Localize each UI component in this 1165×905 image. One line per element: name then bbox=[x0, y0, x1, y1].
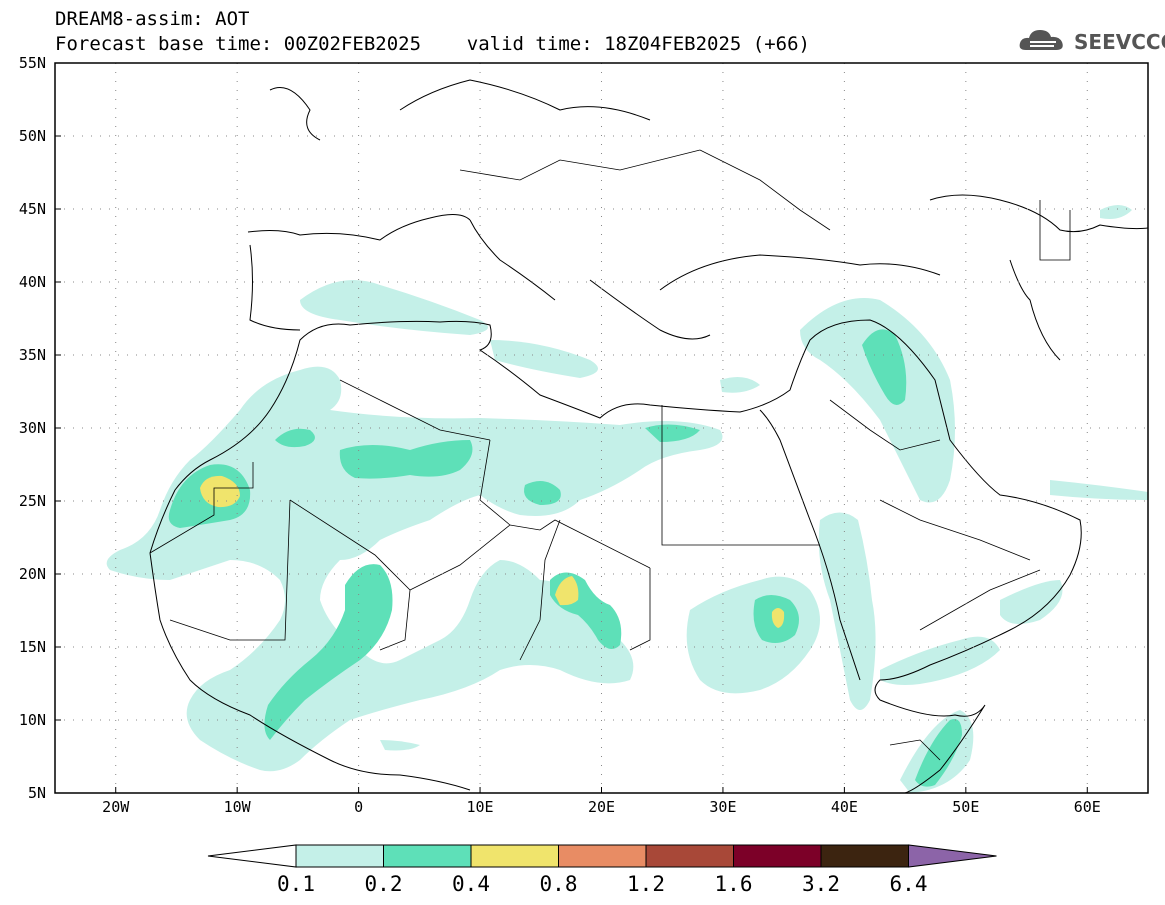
logo-text: SEEVCCC bbox=[1074, 30, 1165, 54]
lat-tick-label: 25N bbox=[18, 492, 46, 510]
map-title: DREAM8-assim: AOT bbox=[55, 8, 250, 30]
colorbar-label: 3.2 bbox=[802, 872, 840, 896]
colorbar-box bbox=[820, 844, 909, 868]
colorbar-label: 1.2 bbox=[627, 872, 665, 896]
lat-tick-label: 5N bbox=[27, 784, 46, 802]
colorbar-box bbox=[558, 844, 647, 868]
colorbar-box bbox=[295, 844, 384, 868]
colorbar-arrow-low bbox=[207, 844, 297, 868]
lon-tick-label: 20W bbox=[102, 798, 130, 816]
colorbar-label: 0.4 bbox=[452, 872, 490, 896]
lon-tick-label: 50E bbox=[952, 798, 980, 816]
axis-ticks bbox=[55, 62, 1088, 794]
country-borders bbox=[149, 149, 1071, 761]
lat-tick-label: 40N bbox=[18, 273, 46, 291]
colorbar-label: 0.8 bbox=[539, 872, 578, 896]
coastlines bbox=[149, 79, 1148, 793]
lon-tick-label: 20E bbox=[587, 798, 616, 816]
lat-tick-label: 55N bbox=[18, 54, 46, 72]
lon-tick-label: 40E bbox=[830, 798, 858, 816]
cloud-logo-icon bbox=[1019, 30, 1063, 50]
colorbar-box bbox=[645, 844, 734, 868]
lat-tick-label: 30N bbox=[18, 419, 46, 437]
colorbar bbox=[207, 844, 997, 868]
lat-tick-label: 50N bbox=[18, 127, 46, 145]
colorbar-box bbox=[383, 844, 472, 868]
colorbar-box bbox=[733, 844, 822, 868]
lon-tick-label: 30E bbox=[709, 798, 737, 816]
colorbar-arrow-high bbox=[908, 844, 997, 868]
forecast-time-line: Forecast base time: 00Z02FEB2025 valid t… bbox=[55, 33, 810, 55]
colorbar-label: 6.4 bbox=[889, 872, 928, 896]
lat-tick-label: 15N bbox=[18, 638, 46, 656]
lat-tick-label: 45N bbox=[18, 200, 46, 218]
lon-tick-label: 60E bbox=[1073, 798, 1101, 816]
lat-tick-label: 35N bbox=[18, 346, 46, 364]
aot-shading-low bbox=[106, 205, 1148, 793]
colorbar-label: 0.2 bbox=[364, 872, 403, 896]
lat-tick-label: 20N bbox=[18, 565, 46, 583]
colorbar-box bbox=[470, 844, 559, 868]
lon-tick-label: 0 bbox=[354, 798, 364, 816]
aot-shading-high bbox=[200, 475, 785, 628]
colorbar-label: 0.1 bbox=[277, 872, 315, 896]
colorbar-label: 1.6 bbox=[714, 872, 753, 896]
lon-tick-label: 10E bbox=[466, 798, 494, 816]
lat-tick-label: 10N bbox=[18, 711, 46, 729]
lon-tick-label: 10W bbox=[223, 798, 251, 816]
